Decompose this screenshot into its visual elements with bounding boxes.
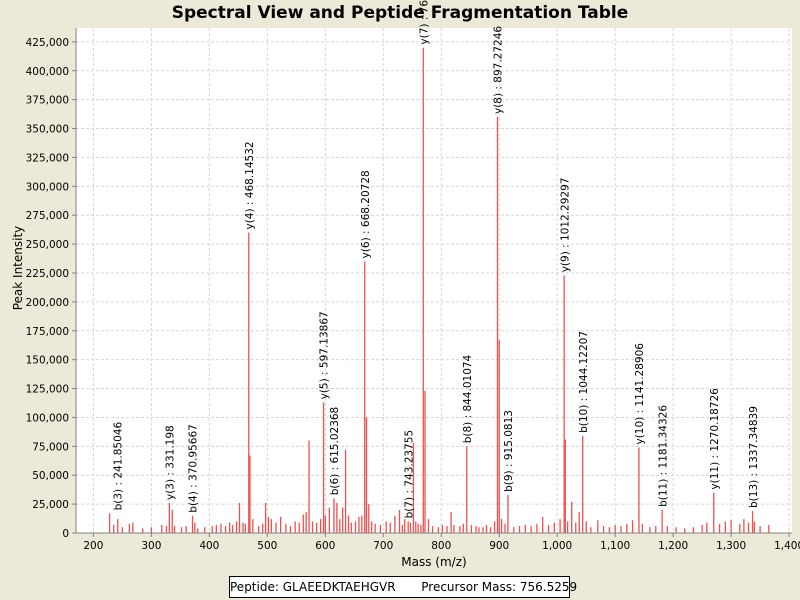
peak-annotation-label: b(10) : 1044.12207 bbox=[578, 331, 590, 433]
y-tick-label: 350,000 bbox=[26, 124, 69, 136]
peak-annotation-label: y(11) : 1270.18726 bbox=[709, 388, 721, 490]
peak-annotation-label: y(4) : 468.14532 bbox=[244, 141, 256, 229]
grid-layer bbox=[76, 28, 792, 533]
x-tick-label: 1,200 bbox=[658, 540, 688, 552]
peak-annotation-label: b(4) : 370.95667 bbox=[188, 424, 200, 513]
x-tick-label: 300 bbox=[141, 540, 161, 552]
peak-annotation-label: b(8) : 844.01074 bbox=[462, 354, 474, 443]
y-tick-label: 150,000 bbox=[26, 355, 69, 367]
peak-annotation-label: y(3) : 331.198 bbox=[165, 425, 177, 500]
y-tick-label: 100,000 bbox=[26, 412, 69, 424]
annotation-layer: b(3) : 241.85046 y(3) : 331.198 b(4) : 370… bbox=[113, 0, 760, 518]
y-tick-label: 250,000 bbox=[26, 239, 69, 251]
chart-title: Spectral View and Peptide Fragmentation … bbox=[171, 3, 629, 23]
x-tick-label: 800 bbox=[431, 540, 451, 552]
peak-annotation-label: y(6) : 668.20728 bbox=[360, 170, 372, 258]
y-tick-label: 75,000 bbox=[32, 441, 69, 453]
precursor-mass: 756.5259 bbox=[519, 580, 578, 594]
peak-annotation-label: b(11) : 1181.34326 bbox=[657, 405, 669, 507]
x-axis-label: Mass (m/z) bbox=[401, 555, 466, 569]
peptide-sequence: GLAEEDKTAEHGVR bbox=[282, 580, 396, 594]
x-tick-label: 400 bbox=[199, 540, 219, 552]
x-tick-label: 500 bbox=[257, 540, 277, 552]
x-tick-label: 200 bbox=[83, 540, 103, 552]
y-tick-label: 400,000 bbox=[26, 66, 69, 78]
x-tick-label: 1,000 bbox=[542, 540, 572, 552]
peak-annotation-label: b(7) : 743.23755 bbox=[403, 430, 415, 519]
peak-annotation-label: y(7) : 769.22571 bbox=[418, 0, 430, 45]
peak-annotation-label: b(6) : 615.02368 bbox=[329, 407, 341, 496]
peak-layer bbox=[108, 47, 770, 533]
y-tick-label: 25,000 bbox=[32, 499, 69, 511]
peak-annotation-label: y(5) : 597.13867 bbox=[319, 311, 331, 399]
y-tick-label: 200,000 bbox=[26, 297, 69, 309]
y-tick-label: 125,000 bbox=[26, 384, 69, 396]
x-tick-label: 600 bbox=[315, 540, 335, 552]
precursor-label: Precursor Mass: bbox=[421, 580, 517, 594]
x-tick-label: 1,400 bbox=[774, 540, 800, 552]
peptide-label: Peptide: bbox=[230, 580, 279, 594]
y-tick-label: 275,000 bbox=[26, 210, 69, 222]
y-tick-label: 50,000 bbox=[32, 470, 69, 482]
y-tick-label: 225,000 bbox=[26, 268, 69, 280]
y-axis-label: Peak Intensity bbox=[11, 226, 25, 311]
y-tick-label: 425,000 bbox=[26, 37, 69, 49]
y-tick-label: 175,000 bbox=[26, 326, 69, 338]
x-tick-label: 700 bbox=[373, 540, 393, 552]
peak-annotation-label: y(8) : 897.27246 bbox=[493, 26, 505, 114]
peak-annotation-label: b(9) : 915.0813 bbox=[503, 410, 515, 492]
y-tick-label: 0 bbox=[62, 528, 69, 540]
x-tick-label: 1,300 bbox=[716, 540, 746, 552]
y-tick-label: 375,000 bbox=[26, 95, 69, 107]
y-tick-label: 300,000 bbox=[26, 181, 69, 193]
legend-box: Peptide: GLAEEDKTAEHGVR Precursor Mass: … bbox=[229, 576, 577, 598]
peak-annotation-label: y(9) : 1012.29297 bbox=[559, 178, 571, 273]
peak-annotation-label: y(10) : 1141.28906 bbox=[634, 343, 646, 445]
peak-annotation-label: b(13) : 1337.34839 bbox=[748, 406, 760, 508]
x-tick-label: 900 bbox=[489, 540, 509, 552]
plot-background bbox=[76, 28, 792, 533]
x-tick-label: 1,100 bbox=[600, 540, 630, 552]
axis-layer: 0 25,000 50,000 75,000 100,000 125,000 150,000… bbox=[26, 28, 800, 552]
peak-annotation-label: b(3) : 241.85046 bbox=[113, 422, 125, 511]
y-tick-label: 325,000 bbox=[26, 152, 69, 164]
